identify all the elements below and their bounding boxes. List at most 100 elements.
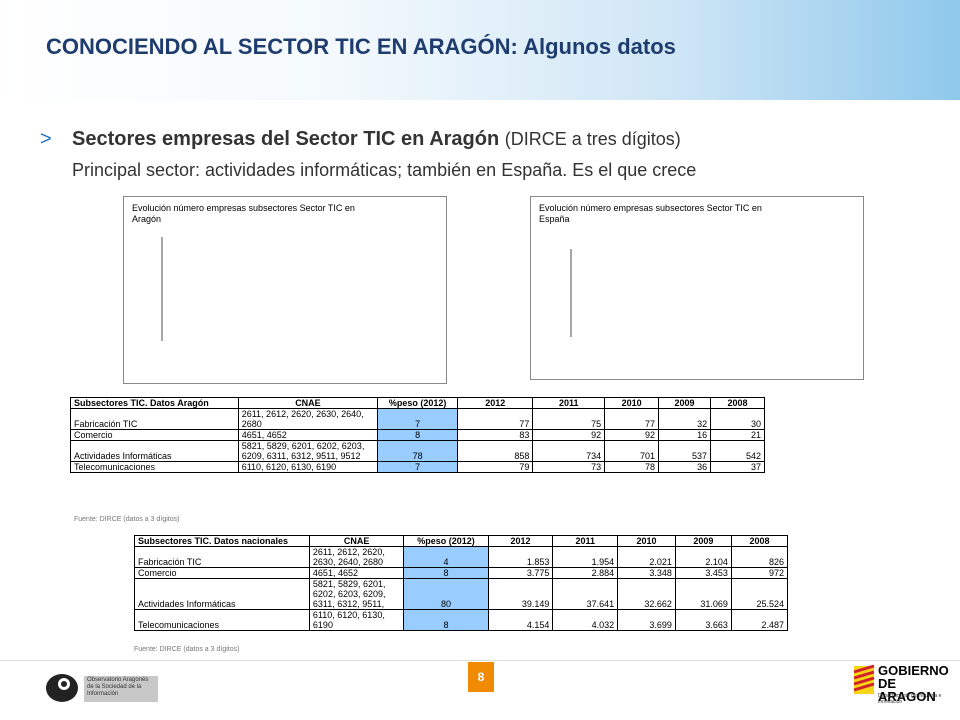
header-cell: 2009	[658, 397, 712, 409]
table-cell: 972	[730, 567, 789, 579]
table-cell: 4.032	[552, 609, 619, 631]
header-cell: Subsectores TIC. Datos nacionales	[134, 535, 310, 547]
footer-rule	[0, 660, 960, 661]
table-cell: 5821, 5829, 6201, 6202, 6203, 6209, 6311…	[237, 440, 379, 462]
table-cell: 31.069	[674, 578, 732, 610]
bullet-marker: >	[40, 128, 52, 150]
table-cell: 37.641	[552, 578, 619, 610]
table-aragon: Subsectores TIC. Datos Aragón CNAE %peso (…	[70, 397, 765, 473]
table-cell: 92	[604, 429, 660, 441]
table-cell: 36	[658, 461, 712, 473]
table-cell: 4	[403, 546, 489, 568]
table-cell: 8	[403, 609, 489, 631]
table-row: Comercio 4651, 4652 8 83 92 92 16 21	[70, 429, 765, 441]
table-cell: 30	[710, 408, 765, 430]
table-cell: 2611, 2612, 2620, 2630, 2640, 2680	[308, 546, 405, 568]
observatorio-logo	[46, 674, 78, 702]
table-cell: 2.487	[730, 609, 789, 631]
table-cell: 39.149	[487, 578, 554, 610]
table-cell: 542	[710, 440, 765, 462]
table-row: Fabricación TIC 2611, 2612, 2620, 2630, 2…	[134, 546, 789, 568]
table-cell: 3.348	[617, 567, 676, 579]
slide-title: CONOCIENDO AL SECTOR TIC EN ARAGÓN: Algu…	[46, 34, 676, 59]
table-cell: 78	[377, 440, 459, 462]
table-cell: 37	[710, 461, 765, 473]
bullet-paren: (DIRCE a tres dígitos)	[504, 129, 681, 149]
header-cell: 2012	[457, 397, 534, 409]
table-cell: 8	[377, 429, 459, 441]
table-cell: 77	[457, 408, 534, 430]
header-cell: 2011	[532, 397, 606, 409]
table-cell: 32.662	[617, 578, 676, 610]
table-cell: 78	[604, 461, 660, 473]
table-cell: 80	[403, 578, 489, 610]
table-cell: 3.663	[674, 609, 732, 631]
table-cell: 3.775	[487, 567, 554, 579]
table-cell: Fabricación TIC	[134, 546, 310, 568]
table-cell: 83	[457, 429, 534, 441]
header-cell: 2010	[604, 397, 660, 409]
chart-title: Evolución número empresas subsectores Se…	[539, 203, 762, 224]
table-source: Fuente: DIRCE (datos a 3 dígitos)	[74, 516, 180, 523]
table-cell: 537	[658, 440, 712, 462]
header-row: Subsectores TIC. Datos nacionales CNAE %pe…	[134, 535, 789, 547]
table-cell: 4651, 4652	[237, 429, 379, 441]
table-cell: 73	[532, 461, 606, 473]
page-number: 8	[468, 662, 494, 692]
header-cell: 2010	[617, 535, 676, 547]
table-row: Comercio 4651, 4652 8 3.775 2.884 3.348 3.453 9…	[134, 567, 789, 579]
table-source: Fuente: DIRCE (datos a 3 dígitos)	[134, 646, 240, 653]
table-cell: 16	[658, 429, 712, 441]
chart-plot: 02004006008001.00020122011201020092008Fa…	[161, 237, 163, 341]
bullet-bold: Sectores empresas del Sector TIC en Arag…	[72, 128, 500, 150]
table-cell: 79	[457, 461, 534, 473]
table-cell: 2.884	[552, 567, 619, 579]
table-cell: Comercio	[134, 567, 310, 579]
chart-title: Evolución número empresas subsectores Se…	[132, 203, 355, 224]
table-cell: 7	[377, 461, 459, 473]
header-cell: CNAE	[308, 535, 405, 547]
table-nacional: Subsectores TIC. Datos nacionales CNAE %pe…	[134, 535, 789, 631]
table-cell: 92	[532, 429, 606, 441]
table-cell: 734	[532, 440, 606, 462]
table-cell: 1.954	[552, 546, 619, 568]
header-cell: 2009	[674, 535, 732, 547]
header-cell: %peso (2012)	[377, 397, 459, 409]
bullet-line2: Principal sector: actividades informátic…	[72, 160, 697, 180]
header-cell: 2008	[730, 535, 789, 547]
table-cell: 32	[658, 408, 712, 430]
gobierno-name: GOBIERNO DE ARAGON	[878, 663, 949, 704]
table-cell: Actividades Informáticas	[134, 578, 310, 610]
table-cell: Fabricación TIC	[70, 408, 239, 430]
table-row: Fabricación TIC 2611, 2612, 2620, 2630, 2…	[70, 408, 765, 430]
header-cell: %peso (2012)	[403, 535, 489, 547]
table-cell: 701	[604, 440, 660, 462]
table-cell: 7	[377, 408, 459, 430]
table-cell: 21	[710, 429, 765, 441]
table-cell: 2.104	[674, 546, 732, 568]
table-cell: 858	[457, 440, 534, 462]
table-cell: 8	[403, 567, 489, 579]
table-cell: 6110, 6120, 6130, 6190	[237, 461, 379, 473]
table-cell: 3.453	[674, 567, 732, 579]
chart-espana: Evolución número empresas subsectores Se…	[530, 196, 864, 380]
table-row: Actividades Informáticas 5821, 5829, 6201…	[70, 440, 765, 462]
header-cell: 2011	[552, 535, 619, 547]
gobierno-shield	[853, 664, 875, 694]
table-cell: 1.853	[487, 546, 554, 568]
header-row: Subsectores TIC. Datos Aragón CNAE %peso (…	[70, 397, 765, 409]
table-cell: 6110, 6120, 6130, 6190	[308, 609, 405, 631]
header-cell: CNAE	[237, 397, 379, 409]
observatorio-name: Observatorio Aragonés de la Sociedad de …	[84, 676, 158, 702]
header-cell: Subsectores TIC. Datos Aragón	[70, 397, 239, 409]
table-cell: 2.021	[617, 546, 676, 568]
header-band	[0, 0, 960, 100]
table-cell: 826	[730, 546, 789, 568]
table-row: Actividades Informáticas 5821, 5829, 6201…	[134, 578, 789, 610]
table-row: Telecomunicaciones 6110, 6120, 6130, 6190…	[134, 609, 789, 631]
table-cell: Comercio	[70, 429, 239, 441]
table-cell: Telecomunicaciones	[70, 461, 239, 473]
table-cell: 4.154	[487, 609, 554, 631]
table-cell: 5821, 5829, 6201, 6202, 6203, 6209, 6311…	[308, 578, 405, 610]
